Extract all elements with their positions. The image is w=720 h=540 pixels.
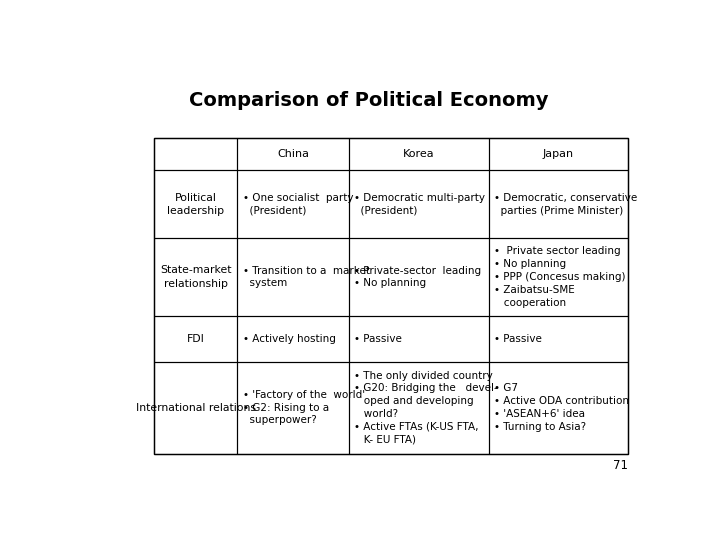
Text: Comparison of Political Economy: Comparison of Political Economy — [189, 91, 549, 110]
Text: State-market
relationship: State-market relationship — [160, 265, 231, 288]
Text: • Passive: • Passive — [354, 334, 402, 343]
Bar — [348, 362, 489, 454]
Text: • The only divided country
• G20: Bridging the   devel-
   oped and developing
 : • The only divided country • G20: Bridgi… — [354, 370, 498, 444]
Bar — [154, 362, 237, 454]
Bar — [154, 138, 237, 171]
Bar — [348, 138, 489, 171]
Text: • G7
• Active ODA contribution
• 'ASEAN+6' idea
• Turning to Asia?: • G7 • Active ODA contribution • 'ASEAN+… — [494, 383, 629, 432]
Bar — [154, 171, 237, 238]
Text: • Democratic multi-party
  (President): • Democratic multi-party (President) — [354, 193, 485, 216]
Bar — [154, 316, 237, 362]
Bar — [348, 238, 489, 316]
Text: Korea: Korea — [402, 149, 434, 159]
Text: Political
leadership: Political leadership — [167, 193, 224, 216]
Text: • Democratic, conservative
  parties (Prime Minister): • Democratic, conservative parties (Prim… — [494, 193, 637, 216]
Bar — [154, 138, 629, 454]
Text: • 'Factory of the  world'
• G2: Rising to a
  superpower?: • 'Factory of the world' • G2: Rising to… — [243, 390, 365, 426]
Text: • One socialist  party
  (President): • One socialist party (President) — [243, 193, 354, 216]
Bar — [489, 362, 629, 454]
Bar — [489, 138, 629, 171]
Text: International relations: International relations — [135, 403, 256, 413]
Text: 71: 71 — [613, 460, 629, 472]
Bar — [237, 171, 348, 238]
Bar — [154, 238, 237, 316]
Text: FDI: FDI — [186, 334, 204, 343]
Bar — [237, 138, 348, 171]
Text: • Transition to a  market
  system: • Transition to a market system — [243, 266, 370, 288]
Bar — [489, 171, 629, 238]
Text: • Private-sector  leading
• No planning: • Private-sector leading • No planning — [354, 266, 482, 288]
Text: • Actively hosting: • Actively hosting — [243, 334, 336, 343]
Text: Japan: Japan — [543, 149, 574, 159]
Bar — [489, 238, 629, 316]
Text: China: China — [277, 149, 309, 159]
Bar — [348, 171, 489, 238]
Bar — [237, 362, 348, 454]
Bar — [237, 238, 348, 316]
Text: • Passive: • Passive — [494, 334, 542, 343]
Text: •  Private sector leading
• No planning
• PPP (Concesus making)
• Zaibatsu-SME
 : • Private sector leading • No planning •… — [494, 246, 626, 308]
Bar — [348, 316, 489, 362]
Bar — [489, 316, 629, 362]
Bar — [237, 316, 348, 362]
